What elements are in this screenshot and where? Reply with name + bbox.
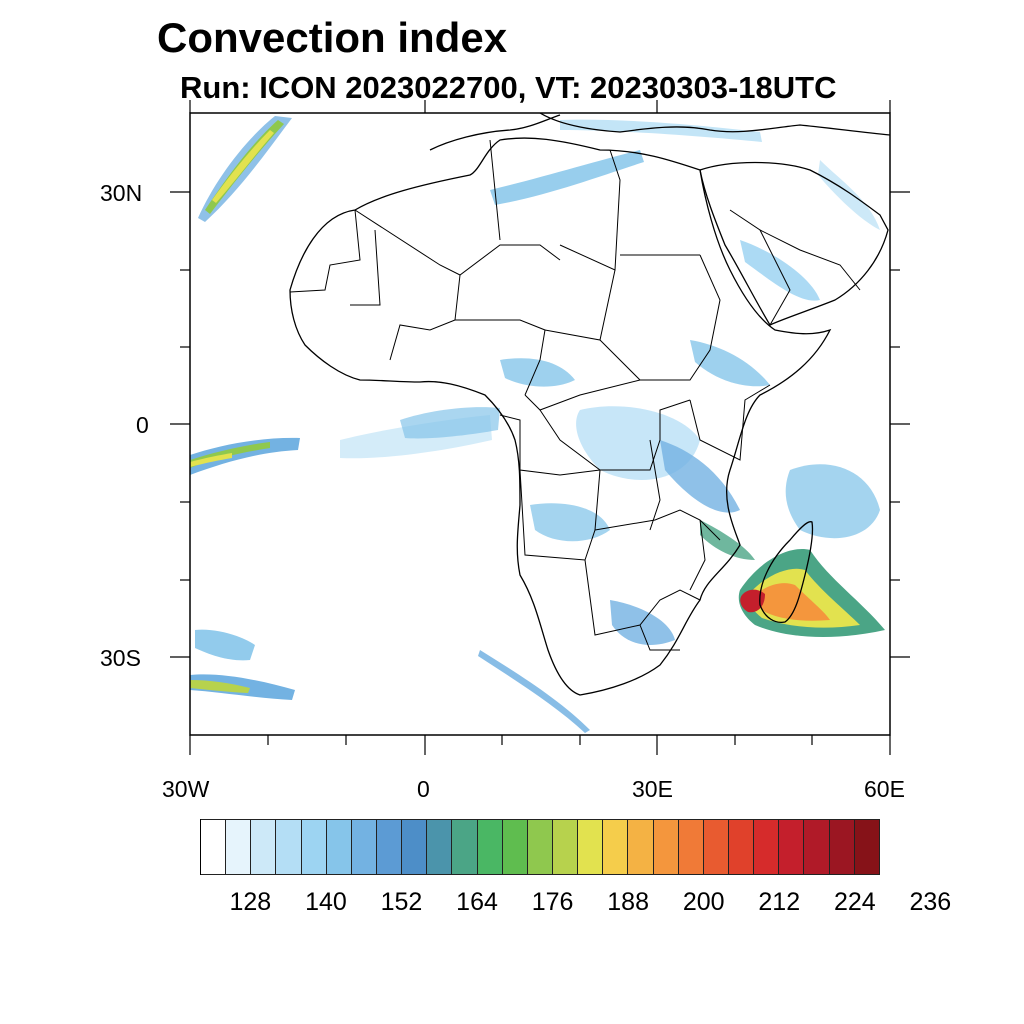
coastlines — [289, 113, 890, 696]
colorbar-swatch — [427, 819, 453, 875]
mediterranean-coast — [429, 114, 561, 151]
lon-tick-label: 30E — [632, 776, 673, 802]
madagascar-coastline — [759, 521, 814, 624]
colorbar-swatch — [854, 819, 880, 875]
colorbar-swatch — [628, 819, 654, 875]
lon-tick-label: 0 — [417, 776, 430, 802]
axis-ticks — [170, 100, 910, 755]
colorbar-swatch — [829, 819, 855, 875]
colorbar-swatch — [376, 819, 403, 875]
colorbar-swatch — [326, 819, 352, 875]
lat-tick-label: 30S — [100, 645, 141, 671]
colorbar-swatch — [728, 819, 755, 875]
colorbar — [200, 819, 880, 875]
convection-band-sahara — [490, 150, 644, 205]
colorbar-label: 224 — [833, 888, 876, 916]
colorbar-swatch — [578, 819, 604, 875]
lon-tick-label: 30W — [162, 776, 210, 802]
convection-indian-ocean — [785, 464, 880, 539]
convection-gulf-of-guinea — [400, 407, 500, 439]
colorbar-label: 152 — [380, 888, 423, 916]
europe-coastline — [539, 113, 890, 136]
convection-angola — [530, 503, 610, 542]
convection-west-africa — [500, 358, 575, 387]
map-background — [190, 113, 890, 735]
colorbar-swatch — [276, 819, 302, 875]
colorbar-swatch — [201, 819, 227, 875]
convection-mediterranean — [560, 119, 762, 142]
lon-tick-label: 60E — [864, 776, 905, 802]
convection-madagascar-core — [740, 589, 765, 613]
africa-coastline — [289, 137, 832, 696]
colorbar-swatch — [703, 819, 729, 875]
colorbar-swatch — [779, 819, 805, 875]
colorbar-swatch — [502, 819, 528, 875]
colorbar-swatch — [552, 819, 579, 875]
arabia-coastline — [699, 161, 889, 326]
colorbar-swatch — [251, 819, 277, 875]
colorbar-label: 212 — [758, 888, 801, 916]
colorbar-swatch — [678, 819, 704, 875]
colorbar-label: 128 — [229, 888, 272, 916]
colorbar-label: 164 — [456, 888, 498, 916]
country-borders — [289, 139, 861, 651]
colorbar-swatch — [804, 819, 830, 875]
colorbar-label: 188 — [607, 888, 649, 916]
colorbar-label: 176 — [531, 888, 574, 916]
colorbar-swatch — [653, 819, 679, 875]
convection-mozambique-channel — [700, 520, 755, 560]
colorbar-label: 200 — [682, 888, 725, 916]
convection-band-equatorial-atlantic — [190, 437, 300, 475]
convection-peak-north-atlantic — [212, 130, 274, 203]
convection-south-atlantic-1 — [195, 629, 255, 661]
convection-madagascar-inner — [752, 583, 830, 621]
chart-title: Convection index — [157, 14, 508, 61]
colorbar-label: 140 — [305, 888, 347, 916]
colorbar-swatch — [477, 819, 503, 875]
colorbar-swatch — [351, 819, 377, 875]
colorbar-swatch — [754, 819, 780, 875]
lat-tick-label: 0 — [136, 412, 149, 438]
chart-subtitle: Run: ICON 2023022700, VT: 20230303-18UTC — [180, 70, 837, 105]
colorbar-swatch — [301, 819, 327, 875]
lat-tick-label: 30N — [100, 180, 143, 206]
convection-peak-equatorial-atlantic — [190, 453, 232, 467]
colorbar-swatch — [527, 819, 553, 875]
colorbar-swatch — [603, 819, 629, 875]
convection-ethiopia — [690, 340, 770, 387]
colorbar-label: 236 — [909, 888, 952, 916]
convection-arabia-east — [818, 160, 880, 230]
colorbar-swatch — [402, 819, 428, 875]
convection-south-atlantic-2-core — [190, 680, 250, 693]
convection-south-atlantic-streak — [478, 650, 590, 733]
colorbar-swatch — [452, 819, 478, 875]
convection-fields — [190, 116, 885, 733]
convection-east-africa — [660, 440, 740, 513]
colorbar-swatch — [226, 819, 252, 875]
